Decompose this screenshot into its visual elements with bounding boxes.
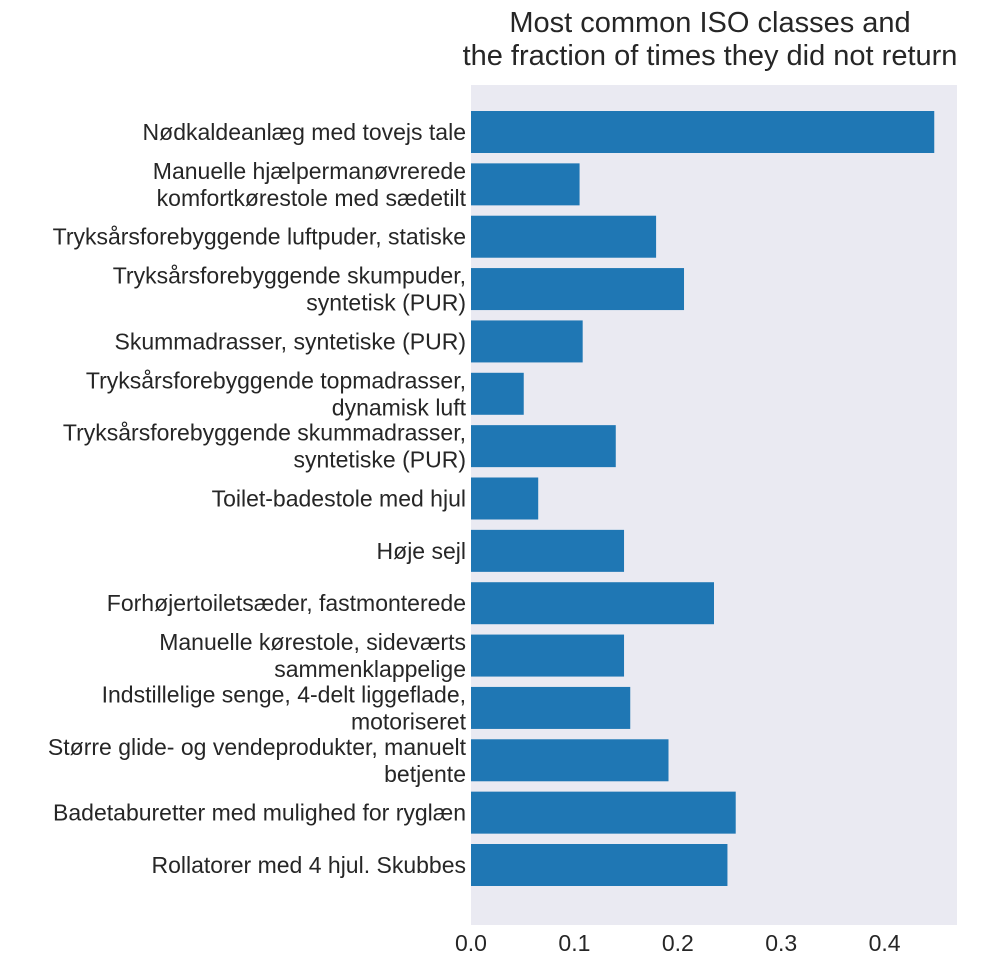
bar [471, 111, 935, 153]
category-label-line: Skummadrasser, syntetiske (PUR) [115, 328, 466, 354]
bar [471, 163, 580, 206]
category-label-line: Forhøjertoiletsæder, fastmonterede [107, 590, 466, 616]
category-label-line: Toilet-badestole med hjul [212, 486, 466, 512]
category-label-line: Tryksårsforebyggende skummadrasser, [63, 420, 466, 446]
category-label: Rollatorer med 4 hjul. Skubbes [152, 852, 467, 878]
category-label: Forhøjertoiletsæder, fastmonterede [107, 590, 466, 616]
chart-title-line: the fraction of times they did not retur… [463, 40, 958, 72]
category-label: Toilet-badestole med hjul [212, 486, 466, 512]
bar [471, 739, 669, 782]
category-label-line: Tryksårsforebyggende luftpuder, statiske [53, 224, 466, 250]
category-label-line: Større glide- og vendeprodukter, manuelt [48, 734, 467, 760]
x-tick-label: 0.3 [765, 930, 797, 956]
category-label-line: betjente [384, 761, 466, 787]
x-tick-label: 0.1 [558, 930, 590, 956]
bar [471, 791, 736, 834]
category-label: Badetaburetter med mulighed for ryglæn [53, 800, 466, 826]
bar [471, 582, 714, 625]
category-label-line: dynamisk luft [332, 394, 467, 420]
bar [471, 477, 539, 520]
category-label: Tryksårsforebyggende skummadrasser, synte… [63, 420, 466, 473]
category-label: Nødkaldeanlæg med tovejs tale [143, 119, 466, 145]
bar [471, 529, 625, 572]
category-label-line: Høje sejl [377, 538, 466, 564]
bar [471, 268, 685, 311]
category-label-line: Tryksårsforebyggende topmadrasser, [86, 367, 466, 393]
category-label: Skummadrasser, syntetiske (PUR) [115, 328, 466, 354]
bar [471, 425, 616, 468]
category-label: Tryksårsforebyggende luftpuder, statiske [53, 224, 466, 250]
category-label-line: Manuelle hjælpermanøvrerede [153, 158, 466, 184]
category-label-line: Rollatorer med 4 hjul. Skubbes [152, 852, 467, 878]
category-label-line: Nødkaldeanlæg med tovejs tale [143, 119, 466, 145]
bar [471, 634, 625, 677]
category-label: Høje sejl [377, 538, 466, 564]
category-label-line: sammenklappelige [274, 656, 466, 682]
chart-title-line: Most common ISO classes and [509, 7, 910, 39]
category-label-line: komfortkørestole med sædetilt [157, 185, 467, 211]
bar [471, 320, 583, 363]
category-labels: Nødkaldeanlæg med tovejs tale Manuelle hj… [48, 119, 467, 878]
category-label: Større glide- og vendeprodukter, manuelt… [48, 734, 467, 787]
bars [471, 111, 935, 886]
x-tick-label: 0.0 [455, 930, 487, 956]
category-label-line: Indstillelige senge, 4-delt liggeflade, [102, 681, 466, 707]
category-label-line: Manuelle kørestole, sideværts [159, 629, 466, 655]
category-label-line: syntetiske (PUR) [293, 447, 466, 473]
x-tick-label: 0.2 [662, 930, 694, 956]
category-label: Manuelle hjælpermanøvrerede komfortkørest… [153, 158, 467, 211]
bar [471, 215, 657, 258]
x-axis-ticks: 0.0 0.1 0.2 0.3 0.4 [455, 930, 901, 956]
bar [471, 372, 524, 415]
x-tick-label: 0.4 [869, 930, 901, 956]
category-label: Indstillelige senge, 4-delt liggeflade, m… [102, 681, 467, 734]
category-label: Tryksårsforebyggende skumpuder, syntetisk… [113, 263, 466, 316]
bar [471, 844, 728, 886]
category-label-line: Tryksårsforebyggende skumpuder, [113, 263, 466, 289]
category-label-line: syntetisk (PUR) [306, 290, 466, 316]
category-label: Manuelle kørestole, sideværts sammenklapp… [159, 629, 466, 682]
bar [471, 686, 631, 729]
category-label-line: Badetaburetter med mulighed for ryglæn [53, 800, 466, 826]
category-label: Tryksårsforebyggende topmadrasser, dynami… [86, 367, 467, 420]
category-label-line: motoriseret [351, 708, 467, 734]
